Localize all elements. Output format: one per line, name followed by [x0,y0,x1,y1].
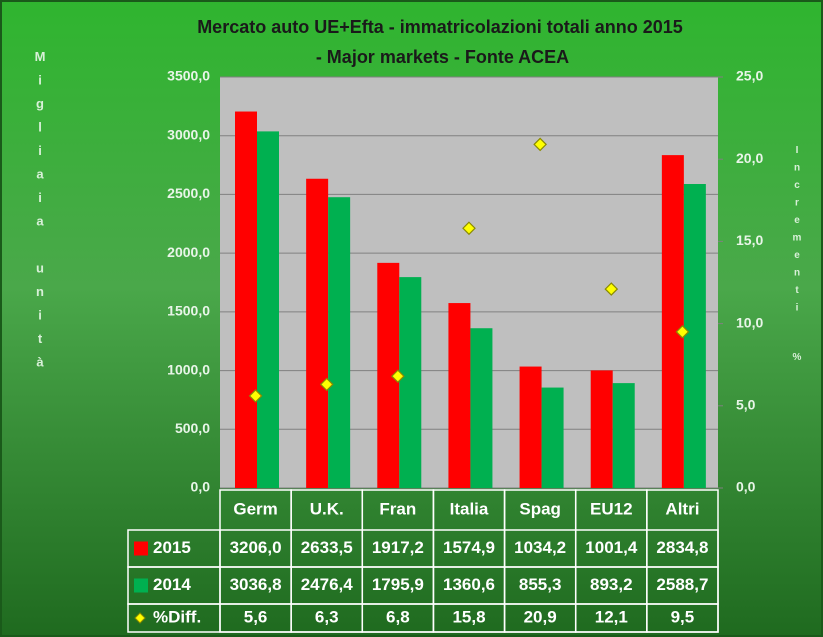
bar [470,328,493,488]
chart-title: Mercato auto UE+Efta - immatricolazioni … [197,17,683,67]
y2-tick-label: 0,0 [736,479,756,495]
table-value: 6,8 [386,607,410,626]
table-value: 855,3 [519,575,562,594]
table-value: 3206,0 [230,538,282,557]
table-value: 1795,9 [372,575,424,594]
y-tick-label: 3500,0 [167,68,210,84]
y-tick-label: 500,0 [175,420,210,436]
point [462,221,476,236]
y2-tick-label: 5,0 [736,397,756,413]
bar [519,366,542,488]
point [391,369,405,384]
bar [328,197,351,488]
table-value: 1574,9 [443,538,495,557]
y2-tick-label: 10,0 [736,314,763,330]
table-value: 9,5 [671,607,695,626]
x-tick-label: EU12 [590,499,633,518]
y-tick-label: 1000,0 [167,361,210,377]
y-tick-label: 3000,0 [167,126,210,142]
x-tick-label: Germ [233,499,277,518]
y-tick-label: 0,0 [191,479,211,495]
x-tick-label: U.K. [310,499,344,518]
table-value: 2476,4 [301,575,354,594]
table-value: 6,3 [315,607,339,626]
table-value: 1001,4 [585,538,638,557]
x-tick-label: Altri [665,499,699,518]
legend-label: 2014 [153,575,191,594]
point [319,377,334,392]
x-tick-label: Fran [379,499,416,518]
y2-tick-label: 25,0 [736,68,763,84]
bar [399,277,422,488]
table-row [127,603,719,633]
y2-tick-label: 20,0 [736,150,763,166]
bar [306,178,329,488]
bar [683,184,706,489]
bar [448,303,471,488]
bar [661,155,684,489]
table-value: 2588,7 [656,575,708,594]
bar [612,383,635,488]
y-tick-label: 2500,0 [167,185,210,201]
table-value: 2834,8 [656,538,708,557]
bar [541,387,564,488]
point [604,282,619,296]
table-value: 20,9 [524,607,557,626]
bar [590,370,613,488]
y-tick-label: 1500,0 [167,303,210,319]
y2-tick-label: 15,0 [736,232,763,248]
table-value: 2633,5 [301,538,353,557]
table-value: 1917,2 [372,538,424,557]
bar [377,262,400,488]
table-value: 1034,2 [514,538,566,557]
legend-marker [134,612,146,624]
y-tick-label: 2000,0 [167,244,210,260]
table-value: 12,1 [595,607,628,626]
x-tick-label: Italia [450,499,489,518]
legend-label: %Diff. [153,607,201,626]
table-value: 3036,8 [230,575,282,594]
legend-swatch [134,578,148,593]
legend-label: 2015 [153,538,191,557]
bar [257,131,279,488]
point [248,389,263,403]
bar [235,111,257,489]
x-tick-label: Spag [519,499,561,518]
table-value: 893,2 [590,575,633,594]
table-value: 15,8 [452,607,485,626]
table-value: 1360,6 [443,575,495,594]
point [675,324,690,339]
table-value: 5,6 [244,607,268,626]
point [533,137,547,152]
legend-swatch [134,541,148,556]
